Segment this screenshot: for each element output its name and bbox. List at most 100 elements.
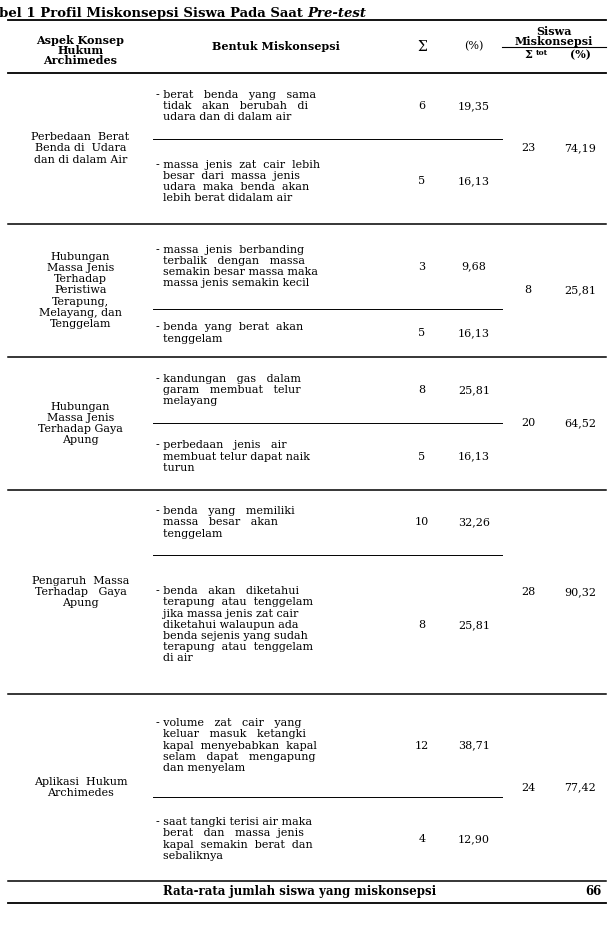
- Text: 10: 10: [415, 518, 429, 528]
- Text: Σ: Σ: [417, 40, 427, 54]
- Text: - berat   benda   yang   sama: - berat benda yang sama: [156, 89, 316, 100]
- Text: lebih berat didalam air: lebih berat didalam air: [156, 193, 292, 203]
- Text: Massa Jenis: Massa Jenis: [47, 263, 114, 273]
- Text: tenggelam: tenggelam: [156, 529, 222, 538]
- Text: - saat tangki terisi air maka: - saat tangki terisi air maka: [156, 817, 312, 827]
- Text: Terhadap: Terhadap: [54, 274, 107, 284]
- Text: 5: 5: [418, 452, 426, 461]
- Text: massa   besar   akan: massa besar akan: [156, 518, 278, 528]
- Text: udara dan di dalam air: udara dan di dalam air: [156, 112, 292, 122]
- Text: 38,71: 38,71: [458, 741, 490, 751]
- Text: tenggelam: tenggelam: [156, 333, 222, 343]
- Text: 5: 5: [418, 177, 426, 186]
- Text: 6: 6: [418, 101, 426, 111]
- Text: Bentuk Miskonsepsi: Bentuk Miskonsepsi: [212, 41, 340, 52]
- Text: 28: 28: [521, 587, 535, 597]
- Text: Melayang, dan: Melayang, dan: [39, 308, 122, 318]
- Text: 16,13: 16,13: [458, 177, 490, 186]
- Text: Rata-rata jumlah siswa yang miskonsepsi: Rata-rata jumlah siswa yang miskonsepsi: [163, 885, 437, 899]
- Text: Terhadap Gaya: Terhadap Gaya: [38, 423, 123, 434]
- Text: massa jenis semakin kecil: massa jenis semakin kecil: [156, 279, 309, 288]
- Text: Perbedaan  Berat: Perbedaan Berat: [31, 133, 130, 142]
- Text: 64,52: 64,52: [564, 419, 596, 428]
- Text: (%): (%): [464, 41, 484, 52]
- Text: 19,35: 19,35: [458, 101, 490, 111]
- Text: kapal  menyebabkan  kapal: kapal menyebabkan kapal: [156, 741, 317, 751]
- Text: Benda di  Udara: Benda di Udara: [35, 143, 126, 153]
- Text: 16,13: 16,13: [458, 452, 490, 461]
- Text: 24: 24: [521, 783, 535, 792]
- Text: - benda  yang  berat  akan: - benda yang berat akan: [156, 323, 303, 332]
- Text: jika massa jenis zat cair: jika massa jenis zat cair: [156, 609, 298, 618]
- Text: Pre-test: Pre-test: [307, 7, 366, 20]
- Text: Archimedes: Archimedes: [47, 789, 114, 798]
- Text: Apung: Apung: [62, 435, 99, 445]
- Text: 25,81: 25,81: [458, 620, 490, 630]
- Text: Hubungan: Hubungan: [51, 252, 111, 262]
- Text: 23: 23: [521, 143, 535, 153]
- Text: - massa  jenis  zat  cair  lebih: - massa jenis zat cair lebih: [156, 160, 320, 169]
- Text: - perbedaan   jenis   air: - perbedaan jenis air: [156, 440, 287, 451]
- Text: - massa  jenis  berbanding: - massa jenis berbanding: [156, 245, 304, 255]
- Text: tidak   akan   berubah   di: tidak akan berubah di: [156, 101, 308, 111]
- Text: 25,81: 25,81: [564, 285, 596, 295]
- Text: terapung  atau  tenggelam: terapung atau tenggelam: [156, 598, 313, 607]
- Text: 12: 12: [415, 741, 429, 751]
- Text: 16,13: 16,13: [458, 328, 490, 338]
- Text: 25,81: 25,81: [458, 385, 490, 395]
- Text: 8: 8: [418, 385, 426, 395]
- Text: 8: 8: [418, 620, 426, 630]
- Text: semakin besar massa maka: semakin besar massa maka: [156, 267, 318, 277]
- Text: Aplikasi  Hukum: Aplikasi Hukum: [34, 777, 127, 787]
- Text: 12,90: 12,90: [458, 834, 490, 844]
- Text: - benda   yang   memiliki: - benda yang memiliki: [156, 506, 295, 517]
- Text: dan di dalam Air: dan di dalam Air: [34, 154, 127, 165]
- Text: - benda   akan   diketahui: - benda akan diketahui: [156, 586, 299, 597]
- Text: kapal  semakin  berat  dan: kapal semakin berat dan: [156, 839, 313, 850]
- Text: Peristiwa: Peristiwa: [54, 285, 107, 295]
- Text: Hubungan: Hubungan: [51, 402, 111, 411]
- Text: tot: tot: [536, 49, 548, 57]
- Text: Apung: Apung: [62, 598, 99, 608]
- Text: sebaliknya: sebaliknya: [156, 851, 223, 861]
- Text: terapung  atau  tenggelam: terapung atau tenggelam: [156, 642, 313, 652]
- Text: Tenggelam: Tenggelam: [50, 319, 111, 329]
- Text: turun: turun: [156, 463, 195, 472]
- Text: membuat telur dapat naik: membuat telur dapat naik: [156, 452, 310, 461]
- Text: keluar   masuk   ketangki: keluar masuk ketangki: [156, 729, 306, 740]
- Text: Siswa: Siswa: [536, 26, 572, 37]
- Text: (%): (%): [570, 49, 591, 60]
- Text: besar  dari  massa  jenis: besar dari massa jenis: [156, 171, 300, 181]
- Text: Miskonsepsi: Miskonsepsi: [515, 36, 593, 47]
- Text: berat   dan   massa  jenis: berat dan massa jenis: [156, 828, 304, 838]
- Text: benda sejenis yang sudah: benda sejenis yang sudah: [156, 630, 308, 641]
- Text: 77,42: 77,42: [564, 783, 596, 792]
- Text: dan menyelam: dan menyelam: [156, 763, 245, 774]
- Text: Pengaruh  Massa: Pengaruh Massa: [32, 576, 129, 586]
- Text: 32,26: 32,26: [458, 518, 490, 528]
- Text: terbalik   dengan   massa: terbalik dengan massa: [156, 256, 305, 266]
- Text: 3: 3: [418, 262, 426, 272]
- Text: 8: 8: [524, 285, 532, 295]
- Text: 20: 20: [521, 419, 535, 428]
- Text: Terhadap   Gaya: Terhadap Gaya: [34, 587, 126, 597]
- Text: Aspek Konsep: Aspek Konsep: [36, 35, 125, 46]
- Text: Tabel 1 Profil Miskonsepsi Siswa Pada Saat: Tabel 1 Profil Miskonsepsi Siswa Pada Sa…: [0, 7, 307, 20]
- Text: selam   dapat   mengapung: selam dapat mengapung: [156, 752, 316, 762]
- Text: melayang: melayang: [156, 396, 217, 407]
- Text: Hukum: Hukum: [58, 45, 104, 56]
- Text: 90,32: 90,32: [564, 587, 596, 597]
- Text: diketahui walaupun ada: diketahui walaupun ada: [156, 620, 298, 630]
- Text: Massa Jenis: Massa Jenis: [47, 413, 114, 423]
- Text: di air: di air: [156, 653, 193, 663]
- Text: Terapung,: Terapung,: [52, 296, 109, 307]
- Text: 5: 5: [418, 328, 426, 338]
- Text: garam   membuat   telur: garam membuat telur: [156, 385, 301, 395]
- Text: Archimedes: Archimedes: [44, 55, 117, 66]
- Text: 66: 66: [585, 885, 601, 899]
- Text: - volume   zat   cair   yang: - volume zat cair yang: [156, 718, 301, 728]
- Text: Σ: Σ: [524, 49, 532, 60]
- Text: 74,19: 74,19: [564, 143, 596, 153]
- Text: 4: 4: [418, 834, 426, 844]
- Text: udara  maka  benda  akan: udara maka benda akan: [156, 182, 309, 192]
